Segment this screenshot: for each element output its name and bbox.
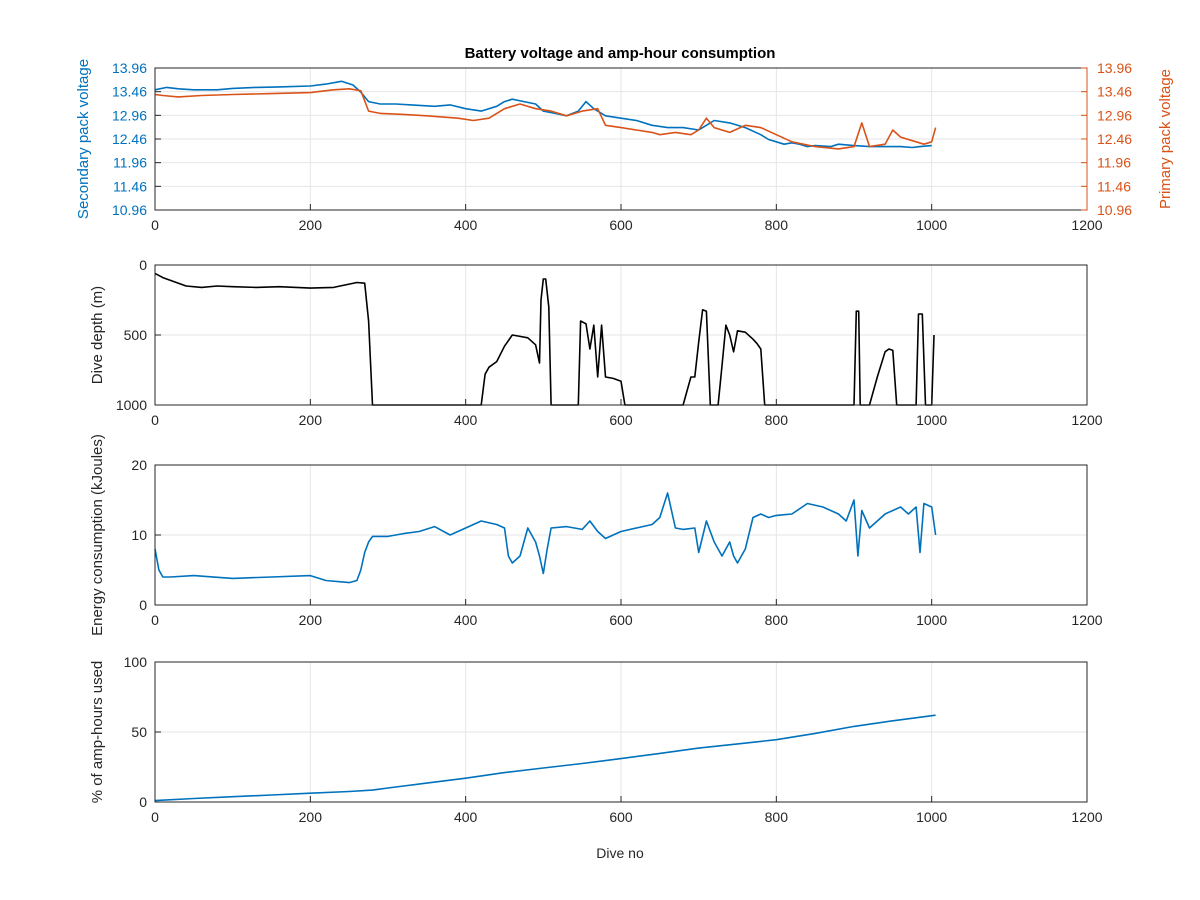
x-tick-label: 600 bbox=[609, 809, 633, 825]
x-tick-label: 800 bbox=[765, 612, 789, 628]
y-axis-label: Dive depth (m) bbox=[89, 286, 106, 384]
y-tick-label: 11.96 bbox=[113, 155, 147, 171]
subplot-1: 0 200 400 600 800 1000 120010.9611.4611.9612.4… bbox=[75, 59, 1174, 233]
plots: 0 200 400 600 800 1000 120010.9611.4611.9612.4… bbox=[75, 59, 1174, 825]
figure-title: Battery voltage and amp-hour consumption bbox=[465, 45, 776, 62]
series-line-1 bbox=[154, 492, 937, 584]
series-line-2 bbox=[154, 88, 937, 150]
x-tick-label: 1000 bbox=[916, 217, 947, 233]
y-tick-label: 13.96 bbox=[112, 60, 147, 76]
x-tick-label: 1200 bbox=[1071, 612, 1102, 628]
y-tick-label: 100 bbox=[124, 654, 148, 670]
y-tick-label: 500 bbox=[124, 327, 148, 343]
right-y-tick-label: 11.46 bbox=[1097, 178, 1131, 194]
x-tick-label: 1200 bbox=[1071, 217, 1102, 233]
x-tick-label: 600 bbox=[609, 217, 633, 233]
series-line-1 bbox=[154, 714, 936, 802]
x-tick-label: 1200 bbox=[1071, 809, 1102, 825]
x-tick-label: 200 bbox=[299, 217, 323, 233]
y-axis-label-right: Primary pack voltage bbox=[1157, 69, 1174, 209]
y-axis-label: % of amp-hours used bbox=[89, 661, 106, 804]
x-tick-label: 400 bbox=[454, 809, 478, 825]
y-tick-label: 50 bbox=[131, 724, 147, 740]
right-y-tick-label: 12.46 bbox=[1097, 131, 1132, 147]
y-tick-label: 0 bbox=[139, 794, 147, 810]
y-tick-label: 0 bbox=[139, 257, 147, 273]
series-line-1 bbox=[154, 80, 932, 149]
subplot-2: 0 200 400 600 800 1000 1200 0 500 1000 Dive depth … bbox=[89, 257, 1103, 428]
y-tick-label: 10.96 bbox=[112, 202, 147, 218]
x-tick-label: 800 bbox=[765, 217, 789, 233]
y-tick-label: 20 bbox=[131, 457, 147, 473]
x-tick-label: 1200 bbox=[1071, 412, 1102, 428]
x-tick-label: 0 bbox=[151, 612, 159, 628]
x-tick-label: 800 bbox=[765, 809, 789, 825]
x-tick-label: 0 bbox=[151, 809, 159, 825]
x-tick-label: 600 bbox=[609, 412, 633, 428]
x-tick-label: 400 bbox=[454, 612, 478, 628]
y-tick-label: 10 bbox=[131, 527, 147, 543]
subplot-3: 0 200 400 600 800 1000 1200 0 10 20 Energy consump… bbox=[89, 434, 1103, 636]
x-tick-label: 200 bbox=[299, 809, 323, 825]
y-tick-label: 11.46 bbox=[113, 178, 147, 194]
x-tick-label: 200 bbox=[299, 612, 323, 628]
x-tick-label: 600 bbox=[609, 612, 633, 628]
x-tick-label: 800 bbox=[765, 412, 789, 428]
right-y-tick-label: 10.96 bbox=[1097, 202, 1132, 218]
x-tick-label: 400 bbox=[454, 412, 478, 428]
x-tick-label: 200 bbox=[299, 412, 323, 428]
x-tick-label: 0 bbox=[151, 217, 159, 233]
y-tick-label: 0 bbox=[139, 597, 147, 613]
x-tick-label: 1000 bbox=[916, 612, 947, 628]
y-tick-label: 12.96 bbox=[112, 107, 147, 123]
right-y-tick-label: 12.96 bbox=[1097, 107, 1132, 123]
y-axis-label: Energy consumption (kJoules) bbox=[89, 434, 106, 636]
x-tick-label: 400 bbox=[454, 217, 478, 233]
x-tick-label: 1000 bbox=[916, 809, 947, 825]
y-tick-label: 1000 bbox=[116, 397, 147, 413]
right-y-tick-label: 11.96 bbox=[1097, 155, 1131, 171]
right-y-tick-label: 13.96 bbox=[1097, 60, 1132, 76]
y-tick-label: 12.46 bbox=[112, 131, 147, 147]
subplot-4: 0 200 400 600 800 1000 1200 0 50 100 % of amp-hour… bbox=[89, 654, 1103, 825]
y-tick-label: 13.46 bbox=[112, 84, 147, 100]
y-axis-label-left: Secondary pack voltage bbox=[75, 59, 92, 219]
x-axis-label: Dive no bbox=[596, 845, 644, 861]
x-tick-label: 1000 bbox=[916, 412, 947, 428]
x-tick-label: 0 bbox=[151, 412, 159, 428]
right-y-tick-label: 13.46 bbox=[1097, 84, 1132, 100]
